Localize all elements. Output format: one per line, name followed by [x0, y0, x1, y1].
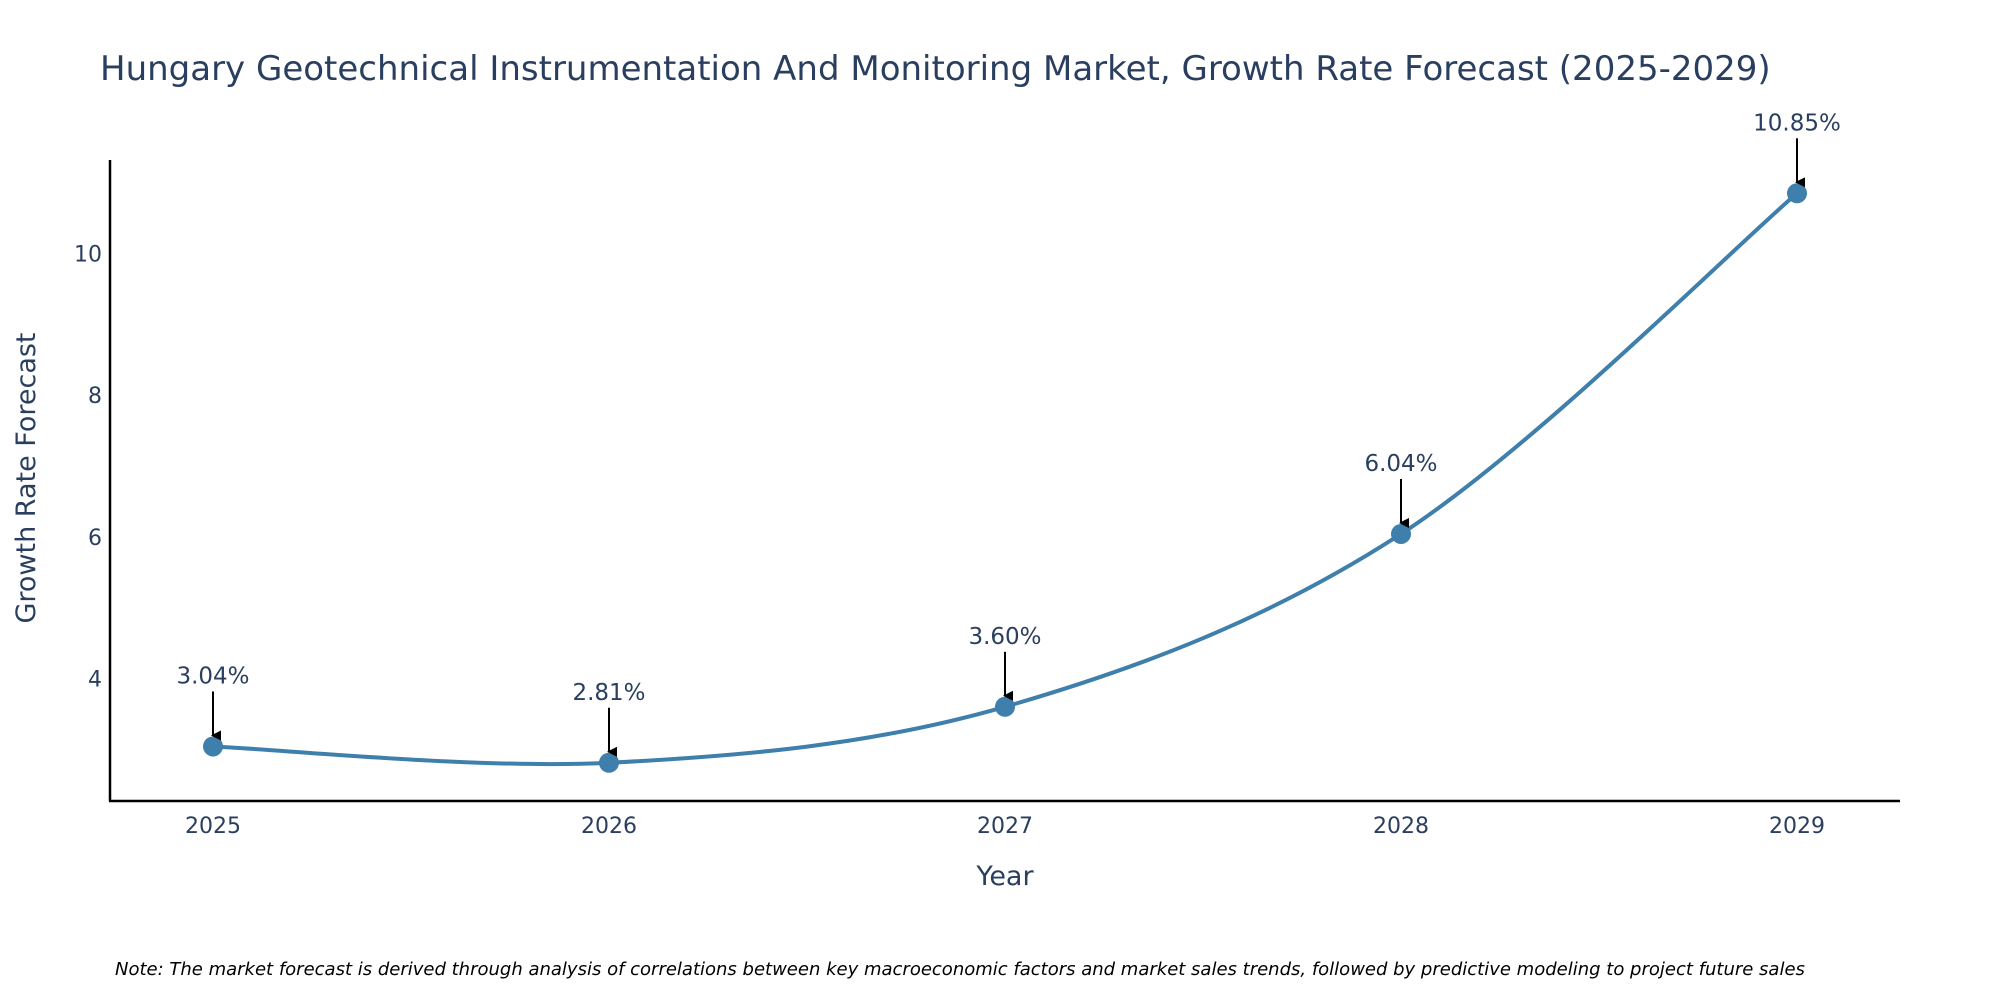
- y-tick-label: 6: [88, 526, 102, 551]
- x-tick-label: 2028: [1373, 814, 1429, 839]
- footnote: Note: The market forecast is derived thr…: [115, 959, 1805, 980]
- y-axis-title: Growth Rate Forecast: [11, 332, 42, 623]
- x-tick-label: 2027: [977, 814, 1033, 839]
- x-tick-label: 2025: [185, 814, 241, 839]
- series-line-growth-rate: [211, 191, 1799, 767]
- data-point: [203, 736, 223, 757]
- y-tick-label: 10: [74, 242, 102, 267]
- data-point: [1391, 523, 1411, 544]
- y-tick-label: 4: [88, 667, 102, 692]
- x-axis-title: Year: [975, 861, 1034, 892]
- data-label: 3.04%: [176, 663, 249, 689]
- x-tick-label: 2029: [1769, 814, 1825, 839]
- data-label: 6.04%: [1364, 451, 1437, 477]
- x-tick-label: 2026: [581, 814, 637, 839]
- data-label: 3.60%: [968, 624, 1041, 650]
- data-label: 2.81%: [572, 680, 645, 706]
- data-label: 10.85%: [1753, 110, 1841, 136]
- data-point: [1787, 183, 1807, 204]
- y-tick-label: 8: [88, 384, 102, 409]
- data-point: [599, 752, 619, 773]
- plot-area: 4 6 8 10 2025 2026 2027 2028 2029 3.04% 2.81% 3.60%…: [74, 110, 1900, 839]
- chart-title: Hungary Geotechnical Instrumentation And…: [100, 49, 1771, 89]
- data-point: [995, 696, 1015, 717]
